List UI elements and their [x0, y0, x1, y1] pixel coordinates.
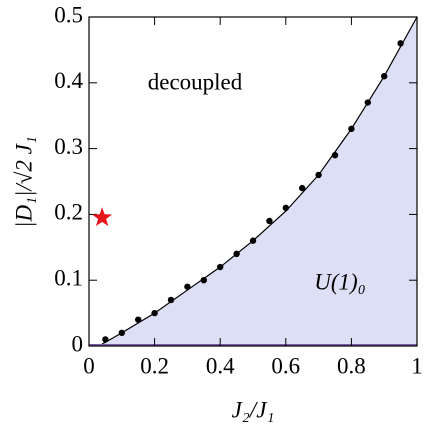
y-tick-label: 0.2: [54, 200, 83, 225]
data-point: [135, 316, 142, 323]
data-point: [315, 171, 322, 179]
y-tick-label: 0.1: [54, 265, 83, 290]
data-point: [184, 283, 191, 290]
data-point: [217, 263, 224, 271]
data-point: [249, 237, 257, 244]
x-axis-label: J₂/J₁: [232, 397, 275, 422]
data-point: [364, 99, 371, 106]
x-tick-label: 1: [411, 353, 423, 378]
data-point: [381, 73, 388, 80]
x-tick-label: 0.8: [337, 353, 366, 378]
data-point: [266, 217, 273, 225]
data-point: [299, 184, 306, 192]
x-tick-label: 0.4: [206, 353, 235, 378]
data-point: [167, 296, 175, 304]
y-axis-label: |D₁|/√2 J₁: [11, 136, 36, 228]
region-area: [98, 17, 417, 346]
data-point: [331, 151, 339, 159]
data-point: [102, 336, 109, 343]
annotation: U(1)₀: [314, 269, 365, 294]
y-tick-label: 0.5: [54, 2, 83, 27]
x-tick-label: 0: [83, 353, 95, 378]
x-tick-label: 0.2: [140, 353, 169, 378]
data-point: [200, 277, 207, 284]
data-point: [118, 329, 126, 337]
annotation: decoupled: [148, 69, 243, 94]
y-tick-label: 0: [72, 331, 84, 356]
data-point: [233, 250, 240, 258]
plot-frame: [88, 16, 418, 347]
y-tick-label: 0.4: [54, 68, 83, 93]
data-point: [282, 204, 289, 212]
data-point: [348, 125, 355, 133]
star-marker: [92, 207, 113, 227]
y-tick-label: 0.3: [54, 134, 83, 159]
data-point: [151, 309, 158, 317]
data-point: [397, 40, 404, 47]
x-tick-label: 0.6: [271, 353, 300, 378]
